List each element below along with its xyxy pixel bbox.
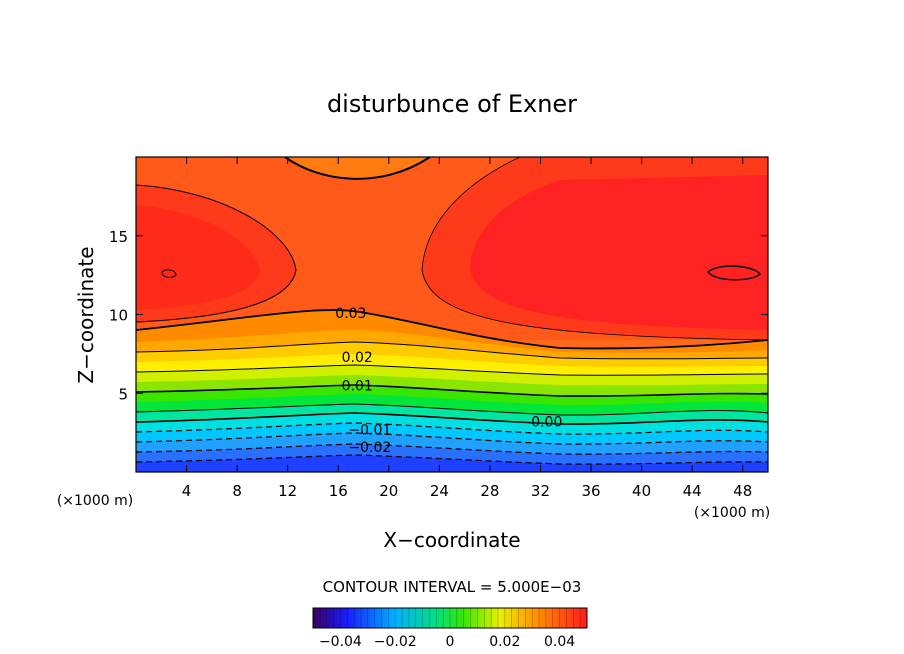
- colorbar: [312, 607, 588, 629]
- contour-line: [136, 384, 768, 397]
- contour-field: [136, 157, 768, 472]
- x-axis: 4 8 12 16 20 24 28 32 36 40 44 48: [182, 157, 752, 500]
- contour-label: −0.02: [348, 440, 391, 456]
- contour-line: [136, 403, 768, 416]
- contour-line: [136, 422, 768, 435]
- y-tick-label: 5: [118, 385, 128, 403]
- contour-label: 0.00: [531, 415, 562, 431]
- contour-line: [136, 364, 768, 376]
- x-tick-label: 28: [480, 482, 499, 500]
- colorbar-ticks: −0.04 −0.02 0 0.02 0.04: [319, 634, 575, 650]
- y-tick-label: 10: [109, 307, 128, 325]
- contour-lines-negative: [136, 422, 768, 465]
- field-band: [136, 205, 260, 310]
- contour-line: [136, 412, 768, 425]
- colorbar-tick-label: 0: [446, 634, 455, 650]
- x-tick-label: 16: [329, 482, 348, 500]
- x-tick-label: 48: [733, 482, 752, 500]
- contour-interval-label: CONTOUR INTERVAL = 5.000E−03: [323, 578, 582, 596]
- x-tick-label: 4: [182, 482, 192, 500]
- colorbar-stripes: [319, 608, 581, 628]
- x-tick-label: 32: [531, 482, 550, 500]
- y-axis: 5 10 15: [109, 228, 768, 403]
- contour-label: 0.01: [342, 378, 373, 394]
- contour-line: [136, 184, 297, 323]
- contour-line: [136, 341, 768, 360]
- colorbar-tick-label: 0.02: [489, 634, 520, 650]
- colorbar-tick-label: −0.02: [374, 634, 417, 650]
- contour-line: [136, 432, 768, 445]
- contour-line: [136, 309, 768, 350]
- x-tick-label: 8: [232, 482, 242, 500]
- x-tick-label: 12: [278, 482, 297, 500]
- field-band: [470, 175, 768, 330]
- x-tick-label: 44: [683, 482, 702, 500]
- contour-line: [161, 269, 177, 278]
- x-unit-right: (×1000 m): [694, 505, 770, 521]
- contour-line: [136, 454, 768, 465]
- contour-label: 0.03: [335, 306, 366, 322]
- contour-line: [421, 157, 768, 341]
- x-tick-label: 24: [430, 482, 449, 500]
- contour-line: [707, 265, 761, 281]
- x-unit-left: (×1000 m): [57, 493, 133, 509]
- contour-line: [136, 443, 768, 455]
- chart-title: disturbunce of Exner: [327, 90, 577, 118]
- y-tick-label: 15: [109, 228, 128, 246]
- contour-lines-positive: [136, 157, 768, 425]
- contour-label: 0.02: [342, 350, 373, 366]
- x-tick-label: 36: [581, 482, 600, 500]
- x-tick-label: 20: [379, 482, 398, 500]
- x-axis-title: X−coordinate: [383, 528, 520, 552]
- field-band: [136, 455, 768, 472]
- colorbar-tick-label: 0.04: [544, 634, 575, 650]
- y-axis-title: Z−coordinate: [74, 246, 98, 383]
- colorbar-tick-label: −0.04: [319, 634, 362, 650]
- contour-label: −0.01: [348, 422, 391, 438]
- contour-labels: 0.03 0.02 0.01 0.00 −0.01 −0.02: [335, 306, 562, 456]
- x-tick-label: 40: [632, 482, 651, 500]
- contour-line: [284, 157, 431, 180]
